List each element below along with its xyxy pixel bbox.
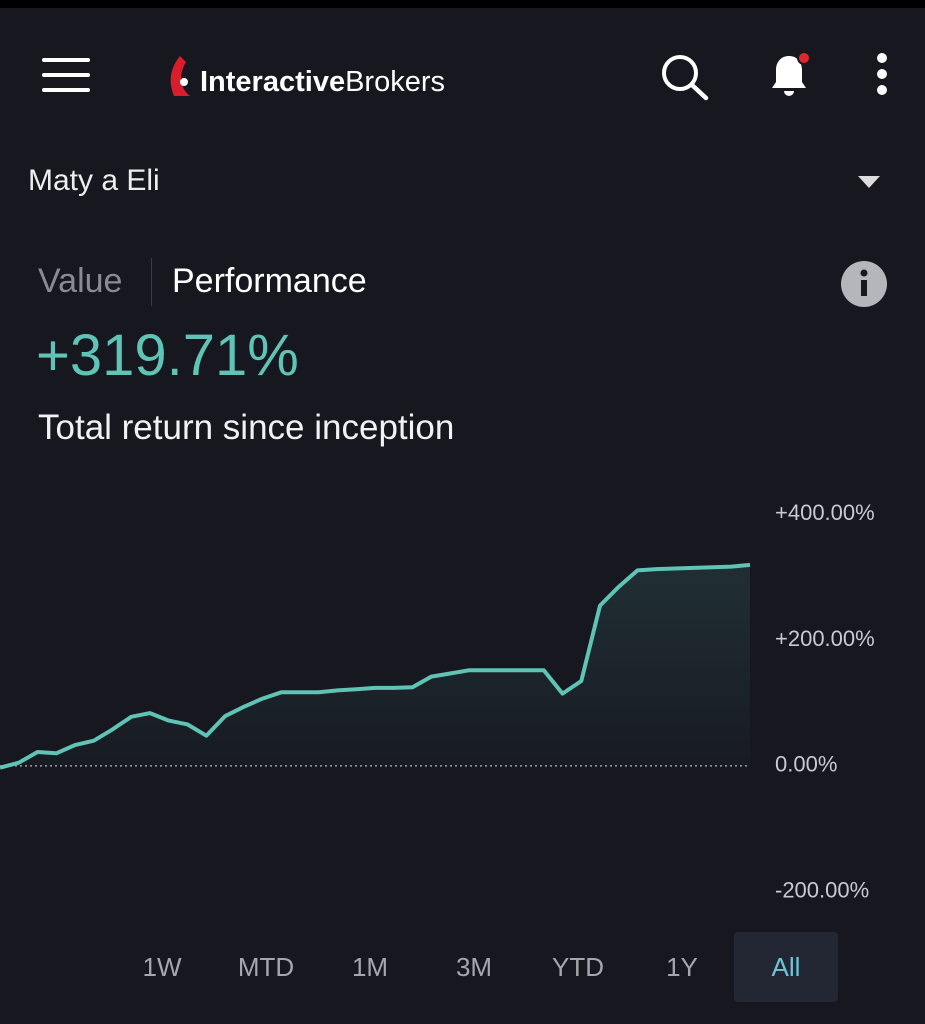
info-icon[interactable]	[840, 260, 888, 308]
range-button[interactable]: 1Y	[666, 952, 698, 982]
range-button[interactable]: YTD	[552, 952, 604, 982]
menu-icon[interactable]	[40, 56, 92, 96]
performance-line	[0, 562, 751, 770]
tab[interactable]: Value	[38, 262, 123, 300]
logo-text: InteractiveBrokers	[200, 66, 445, 99]
tab[interactable]: Performance	[172, 262, 367, 300]
account-name[interactable]: Maty a Eli	[28, 164, 160, 197]
chart: +400.00% +200.00% 0.00% -200.00%	[0, 500, 875, 902]
area-fill	[0, 564, 750, 768]
logo-mark	[170, 56, 190, 96]
headline-value: +319.71%	[36, 323, 299, 388]
range-button[interactable]: 1W	[142, 952, 182, 982]
logo-bold: Interactive	[200, 66, 346, 98]
status-strip	[0, 0, 925, 8]
dropdown-arrow[interactable]	[856, 174, 882, 190]
notification-icon[interactable]	[764, 48, 816, 100]
logo-light: Brokers	[345, 66, 445, 98]
range-button[interactable]: 3M	[455, 952, 493, 982]
tab-separator	[151, 258, 152, 306]
range-button[interactable]: All	[734, 932, 838, 1002]
y-tick-label: +400.00%	[775, 500, 875, 525]
y-tick-label: +200.00%	[775, 626, 875, 651]
y-tick-label: 0.00%	[775, 752, 837, 777]
range-selector: 1W MTD 1M 3M YTD 1Y All	[110, 932, 870, 1002]
y-tick-label: -200.00%	[775, 877, 869, 902]
headline-caption: Total return since inception	[38, 408, 455, 447]
range-button[interactable]: MTD	[237, 952, 295, 982]
range-button[interactable]: 1M	[351, 952, 389, 982]
search-icon[interactable]	[658, 52, 712, 102]
more-icon[interactable]	[872, 52, 892, 98]
